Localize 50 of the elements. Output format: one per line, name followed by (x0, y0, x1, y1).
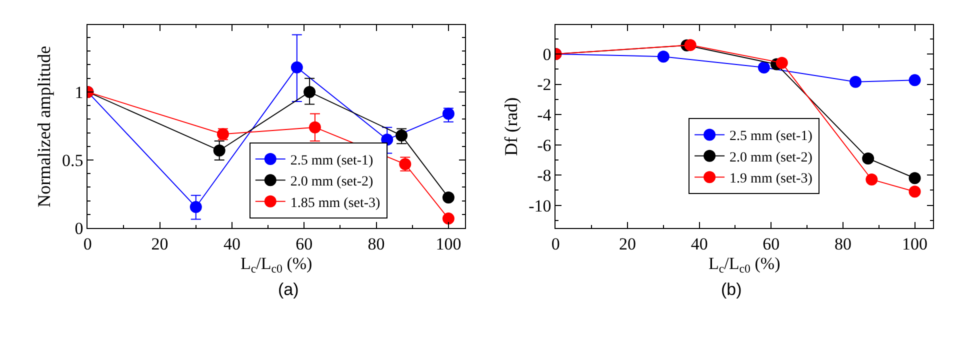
point (657, 50, 670, 63)
y-tick-label: -10 (528, 196, 552, 216)
y-tick-label: 1 (74, 82, 84, 102)
x-tick-label: 80 (368, 234, 385, 254)
legend-label: 2.0 mm (set-2) (730, 150, 813, 166)
point (758, 61, 770, 74)
point (908, 186, 921, 198)
point (304, 86, 316, 98)
x-tick-label: 100 (436, 234, 462, 254)
legend-label: 2.5 mm (set-1) (730, 129, 813, 144)
point (190, 200, 202, 213)
x-tick-label: 80 (834, 234, 852, 254)
x-tick-label: 20 (151, 234, 168, 254)
legend-label: 1.9 mm (set-3) (730, 172, 813, 187)
point (776, 56, 788, 69)
y-axis-title: Df (rad) (500, 97, 521, 156)
legend-label: 1.85 mm (set-3) (290, 196, 381, 211)
point (866, 173, 878, 186)
y-tick-label: -4 (537, 106, 552, 125)
point (908, 74, 921, 86)
x-tick-label: 20 (618, 234, 636, 254)
x-tick-label: 40 (223, 234, 240, 254)
text: (b) (721, 280, 742, 299)
point (442, 108, 454, 120)
point (290, 61, 303, 74)
point (442, 191, 454, 204)
x-tick-label: 60 (762, 234, 780, 254)
text: (a) (278, 280, 299, 299)
point (908, 172, 921, 184)
y-tick-label: 0 (542, 44, 552, 64)
y-axis-title: Normalized amplitude (34, 46, 54, 208)
point (684, 39, 696, 52)
point (862, 152, 874, 164)
x-tick-label: 60 (296, 234, 313, 254)
y-tick-label: 0.5 (62, 150, 84, 170)
x-axis-title: L$_{c}$/L$_{c0}$ (%) (708, 254, 780, 276)
point (396, 130, 408, 142)
y-tick-label: -6 (537, 136, 552, 155)
legend-label: 2.5 mm (set-1) (290, 153, 374, 168)
y-tick-label: -2 (537, 75, 552, 94)
point (213, 144, 226, 156)
y-tick-label: -8 (537, 166, 552, 186)
legend-label: 2.0 mm (set-2) (290, 174, 374, 190)
point (850, 76, 862, 88)
point (442, 212, 454, 225)
y-tick-label: 0 (74, 219, 84, 238)
point (308, 121, 321, 134)
x-tick-label: 100 (902, 234, 928, 254)
x-axis-title: L$_{c}$/L$_{c0}$ (%) (240, 254, 312, 276)
x-tick-label: 40 (690, 234, 708, 254)
